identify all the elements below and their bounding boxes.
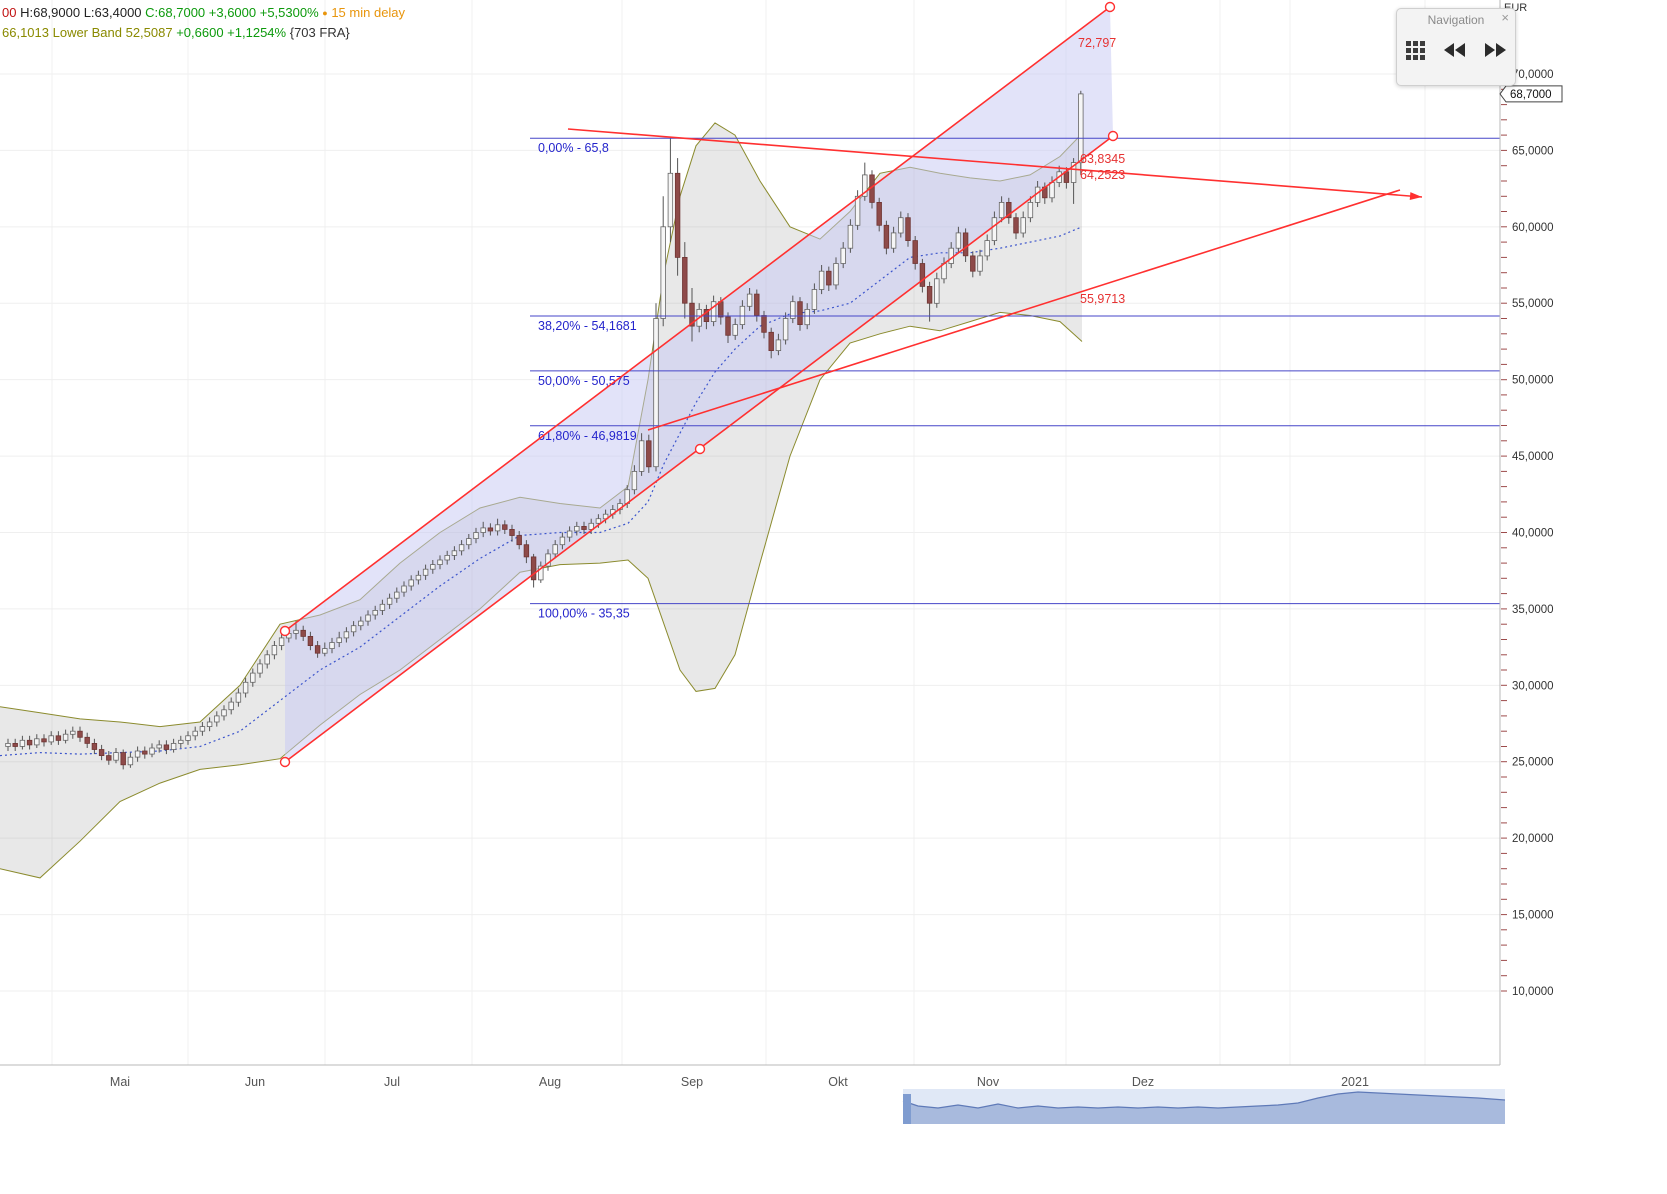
current-price-tag: 68,7000 xyxy=(1499,85,1563,103)
svg-text:Nov: Nov xyxy=(977,1075,1000,1089)
svg-text:45,0000: 45,0000 xyxy=(1512,451,1554,463)
regression-channel[interactable] xyxy=(285,7,1113,762)
svg-text:30,0000: 30,0000 xyxy=(1512,680,1554,692)
fast-forward-button[interactable] xyxy=(1483,36,1509,64)
fib-level-label: 100,00% - 35,35 xyxy=(538,607,630,621)
quote-line-2: 66,1013 Lower Band 52,5087 +0,6600 +1,12… xyxy=(2,23,405,43)
open-value-fragment: 00 xyxy=(2,5,17,20)
svg-text:25,0000: 25,0000 xyxy=(1512,757,1554,769)
close-icon[interactable]: × xyxy=(1501,10,1509,25)
control-point-handle[interactable] xyxy=(279,756,291,768)
grid-layer xyxy=(0,0,1500,1065)
fib-level-label: 61,80% - 46,9819 xyxy=(538,429,637,443)
svg-text:72,797: 72,797 xyxy=(1078,36,1116,50)
navigator-handle[interactable] xyxy=(903,1094,911,1124)
fib-level-label: 0,00% - 65,8 xyxy=(538,141,609,155)
fast-forward-icon xyxy=(1484,43,1506,57)
rewind-icon xyxy=(1443,43,1465,57)
rewind-button[interactable] xyxy=(1442,36,1468,64)
bollinger-band-values: 66,1013 Lower Band 52,5087 xyxy=(2,25,173,40)
svg-text:10,0000: 10,0000 xyxy=(1512,986,1554,998)
fib-level-label: 38,20% - 54,1681 xyxy=(538,319,637,333)
delay-dot-icon: ● xyxy=(322,8,328,18)
instrument-symbol: {703 FRA} xyxy=(289,25,350,40)
fib-level-label: 50,00% - 50,575 xyxy=(538,374,630,388)
price-axis-background xyxy=(1500,0,1667,1194)
control-point-handle[interactable] xyxy=(279,625,291,637)
svg-text:40,0000: 40,0000 xyxy=(1512,528,1554,540)
navigation-panel-title: Navigation xyxy=(1427,13,1485,27)
drawing-control-points[interactable] xyxy=(279,1,1119,768)
annotation-labels: 72,797 63,8345 64,2523 55,9713 xyxy=(1078,36,1125,306)
svg-text:63,8345: 63,8345 xyxy=(1080,152,1125,166)
quote-line-1: 00 H:68,9000 L:63,4000 C:68,7000 +3,6000… xyxy=(2,3,405,23)
svg-text:2021: 2021 xyxy=(1341,1075,1369,1089)
time-axis[interactable]: Mai Jun Jul Aug Sep Okt Nov Dez 2021 xyxy=(110,1075,1369,1089)
control-point-handle[interactable] xyxy=(694,443,706,455)
svg-text:60,0000: 60,0000 xyxy=(1512,222,1554,234)
trendline[interactable] xyxy=(647,189,1401,431)
navigation-panel[interactable]: Navigation × xyxy=(1396,8,1516,86)
svg-text:Aug: Aug xyxy=(539,1075,561,1089)
svg-text:64,2523: 64,2523 xyxy=(1080,168,1125,182)
navigation-panel-header[interactable]: Navigation × xyxy=(1397,9,1515,31)
svg-text:Jul: Jul xyxy=(384,1075,400,1089)
trendline[interactable] xyxy=(567,128,1423,198)
trendline-arrow xyxy=(1409,192,1422,200)
grid-icon xyxy=(1405,40,1425,60)
quote-bar: 00 H:68,9000 L:63,4000 C:68,7000 +3,6000… xyxy=(2,3,405,43)
control-point-handle[interactable] xyxy=(1104,1,1116,13)
candlestick-series xyxy=(5,90,1084,770)
delay-indicator: ● 15 min delay xyxy=(322,5,405,20)
high-low-values: H:68,9000 L:63,4000 xyxy=(20,5,142,20)
svg-text:65,0000: 65,0000 xyxy=(1512,145,1554,157)
control-point-handle[interactable] xyxy=(1107,130,1119,142)
svg-text:55,0000: 55,0000 xyxy=(1512,298,1554,310)
svg-text:Jun: Jun xyxy=(245,1075,265,1089)
svg-text:68,7000: 68,7000 xyxy=(1510,89,1552,101)
time-axis-background xyxy=(0,1065,1500,1194)
svg-text:20,0000: 20,0000 xyxy=(1512,833,1554,845)
svg-text:Sep: Sep xyxy=(681,1075,703,1089)
navigation-buttons xyxy=(1397,36,1515,64)
svg-text:15,0000: 15,0000 xyxy=(1512,910,1554,922)
range-navigator[interactable] xyxy=(902,1089,1506,1124)
svg-text:Okt: Okt xyxy=(828,1075,848,1089)
price-axis[interactable]: 70,0000 65,0000 60,0000 55,0000 50,0000 45,00… xyxy=(1501,69,1554,998)
svg-text:55,9713: 55,9713 xyxy=(1080,292,1125,306)
band-change-values: +0,6600 +1,1254% xyxy=(176,25,287,40)
svg-text:50,0000: 50,0000 xyxy=(1512,375,1554,387)
svg-text:70,0000: 70,0000 xyxy=(1512,69,1554,81)
svg-text:Dez: Dez xyxy=(1132,1075,1154,1089)
delay-text: 15 min delay xyxy=(331,5,406,20)
svg-text:35,0000: 35,0000 xyxy=(1512,604,1554,616)
close-change-values: C:68,7000 +3,6000 +5,5300% xyxy=(145,5,319,20)
svg-text:Mai: Mai xyxy=(110,1075,130,1089)
grid-view-button[interactable] xyxy=(1404,36,1427,64)
